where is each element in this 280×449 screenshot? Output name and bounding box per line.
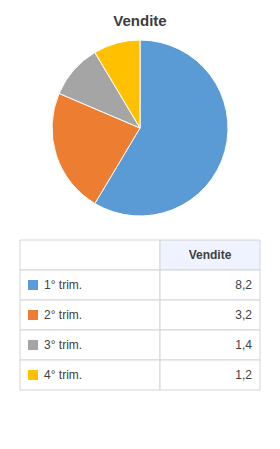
svg-text:1,4: 1,4 bbox=[235, 338, 252, 352]
svg-text:1° trim.: 1° trim. bbox=[44, 278, 82, 292]
svg-text:Vendite: Vendite bbox=[189, 248, 232, 262]
svg-text:Vendite: Vendite bbox=[113, 12, 166, 29]
svg-text:1,2: 1,2 bbox=[235, 368, 252, 382]
svg-text:2° trim.: 2° trim. bbox=[44, 308, 82, 322]
svg-text:3° trim.: 3° trim. bbox=[44, 338, 82, 352]
svg-text:3,2: 3,2 bbox=[235, 308, 252, 322]
svg-text:8,2: 8,2 bbox=[235, 278, 252, 292]
svg-text:4° trim.: 4° trim. bbox=[44, 368, 82, 382]
